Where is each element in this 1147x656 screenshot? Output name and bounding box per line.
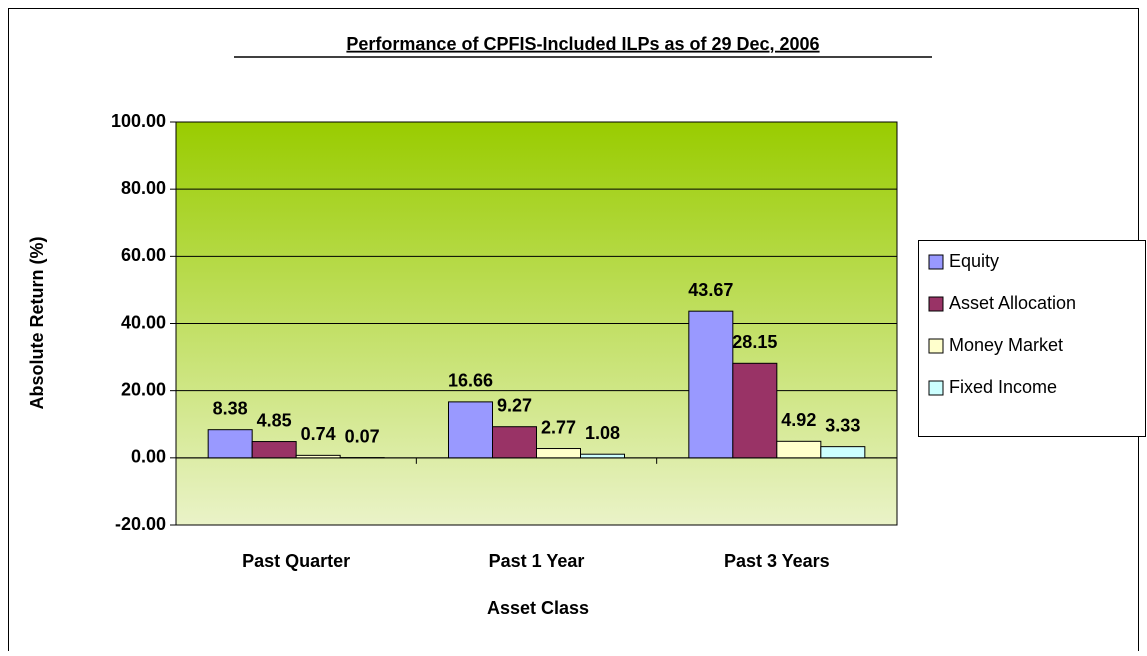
data-label: 4.92 bbox=[781, 410, 816, 430]
y-tick-label: -20.00 bbox=[115, 514, 166, 534]
bar bbox=[689, 311, 733, 458]
legend-swatch bbox=[929, 381, 943, 395]
data-label: 9.27 bbox=[497, 395, 532, 415]
legend-label: Fixed Income bbox=[949, 377, 1057, 397]
bar bbox=[296, 455, 340, 457]
bar bbox=[537, 449, 581, 458]
data-label: 28.15 bbox=[732, 332, 777, 352]
data-label: 4.85 bbox=[257, 410, 292, 430]
legend-label: Asset Allocation bbox=[949, 293, 1076, 313]
legend-label: Equity bbox=[949, 251, 999, 271]
legend-label: Money Market bbox=[949, 335, 1063, 355]
bar bbox=[252, 442, 296, 458]
bar bbox=[821, 447, 865, 458]
legend-swatch bbox=[929, 255, 943, 269]
legend-swatch bbox=[929, 339, 943, 353]
y-tick-label: 40.00 bbox=[121, 312, 166, 332]
x-axis-label: Asset Class bbox=[487, 598, 589, 618]
y-tick-label: 80.00 bbox=[121, 178, 166, 198]
y-tick-label: 100.00 bbox=[111, 111, 166, 131]
y-tick-label: 0.00 bbox=[131, 447, 166, 467]
x-tick-label: Past Quarter bbox=[242, 551, 350, 571]
legend-swatch bbox=[929, 297, 943, 311]
chart-title: Performance of CPFIS-Included ILPs as of… bbox=[346, 34, 819, 54]
bar bbox=[208, 430, 252, 458]
data-label: 43.67 bbox=[688, 280, 733, 300]
data-label: 0.74 bbox=[301, 424, 336, 444]
data-label: 2.77 bbox=[541, 417, 576, 437]
data-label: 3.33 bbox=[825, 415, 860, 435]
bar bbox=[581, 454, 625, 458]
y-axis-label: Absolute Return (%) bbox=[27, 236, 47, 409]
bar bbox=[777, 441, 821, 458]
data-label: 1.08 bbox=[585, 423, 620, 443]
bar bbox=[733, 363, 777, 458]
data-label: 16.66 bbox=[448, 371, 493, 391]
data-label: 8.38 bbox=[213, 398, 248, 418]
x-tick-label: Past 1 Year bbox=[489, 551, 585, 571]
bar bbox=[493, 427, 537, 458]
x-tick-label: Past 3 Years bbox=[724, 551, 830, 571]
y-tick-label: 20.00 bbox=[121, 379, 166, 399]
bar bbox=[449, 402, 493, 458]
y-tick-label: 60.00 bbox=[121, 245, 166, 265]
data-label: 0.07 bbox=[345, 426, 380, 446]
